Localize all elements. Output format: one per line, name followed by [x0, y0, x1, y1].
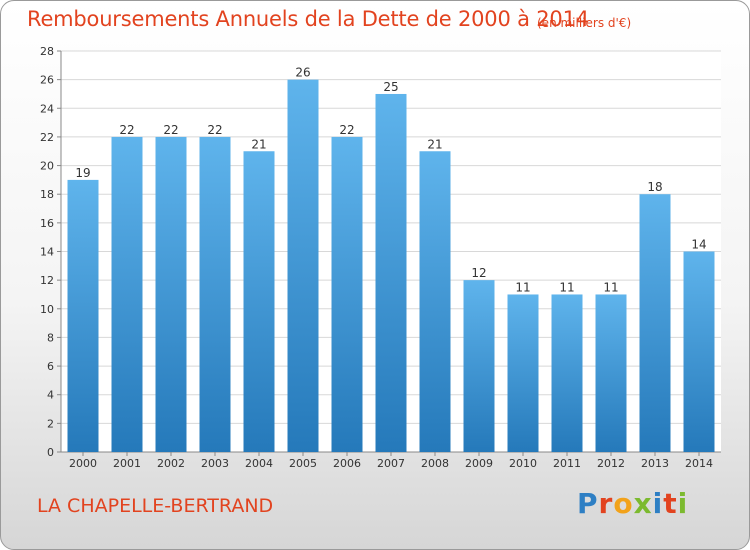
bar — [287, 79, 319, 453]
x-tick-label: 2007 — [377, 457, 405, 470]
bar — [463, 280, 495, 452]
logo-letter: o — [613, 487, 634, 520]
bar — [111, 136, 143, 452]
bar-value-label: 26 — [295, 66, 310, 80]
y-tick-label: 16 — [40, 217, 54, 230]
bar-value-label: 11 — [559, 280, 574, 294]
x-tick-label: 2014 — [685, 457, 713, 470]
commune-name: LA CHAPELLE-BERTRAND — [37, 495, 274, 517]
x-tick-label: 2002 — [157, 457, 185, 470]
bar-value-label: 12 — [471, 266, 486, 280]
bar-value-label: 25 — [383, 80, 398, 94]
bar — [683, 251, 715, 452]
logo-letter: i — [677, 487, 689, 520]
x-tick-label: 2008 — [421, 457, 449, 470]
bar — [375, 93, 407, 452]
bar — [639, 194, 671, 452]
bar — [595, 294, 627, 452]
bar-value-label: 19 — [75, 166, 90, 180]
y-tick-label: 14 — [40, 246, 54, 259]
logo-letter: x — [633, 487, 653, 520]
bar-value-label: 22 — [207, 123, 222, 137]
bar — [419, 151, 451, 452]
y-tick-label: 2 — [47, 417, 54, 430]
y-tick-label: 6 — [47, 360, 54, 373]
x-tick-label: 2010 — [509, 457, 537, 470]
bar — [199, 136, 231, 452]
y-tick-label: 4 — [47, 389, 54, 402]
y-tick-label: 12 — [40, 274, 54, 287]
x-tick-label: 2004 — [245, 457, 273, 470]
x-tick-label: 2003 — [201, 457, 229, 470]
chart-unit: (en milliers d'€) — [537, 16, 632, 30]
x-tick-label: 2011 — [553, 457, 581, 470]
bar-value-label: 21 — [251, 137, 266, 151]
proxiti-logo: Proxiti — [577, 487, 688, 520]
bar — [551, 294, 583, 452]
logo-letter: r — [598, 487, 614, 520]
x-tick-label: 2012 — [597, 457, 625, 470]
y-tick-label: 28 — [40, 45, 54, 58]
x-tick-label: 2001 — [113, 457, 141, 470]
chart-title: Remboursements Annuels de la Dette de 20… — [27, 7, 589, 31]
y-tick-label: 18 — [40, 188, 54, 201]
bar-value-label: 18 — [647, 180, 662, 194]
bar-value-label: 22 — [119, 123, 134, 137]
logo-letter: t — [663, 487, 678, 520]
y-tick-label: 10 — [40, 303, 54, 316]
x-tick-label: 2009 — [465, 457, 493, 470]
bar-value-label: 14 — [691, 238, 706, 252]
logo-letter: i — [652, 487, 664, 520]
y-tick-label: 24 — [40, 102, 54, 115]
y-tick-label: 20 — [40, 160, 54, 173]
x-tick-label: 2013 — [641, 457, 669, 470]
bar — [67, 179, 99, 452]
x-tick-label: 2000 — [69, 457, 97, 470]
bar-value-label: 22 — [163, 123, 178, 137]
y-tick-label: 0 — [47, 446, 54, 459]
y-tick-label: 8 — [47, 331, 54, 344]
logo-letter: P — [577, 487, 599, 520]
x-tick-label: 2006 — [333, 457, 361, 470]
bar-value-label: 11 — [515, 280, 530, 294]
bar-value-label: 22 — [339, 123, 354, 137]
y-tick-label: 26 — [40, 74, 54, 87]
x-tick-label: 2005 — [289, 457, 317, 470]
bar-value-label: 11 — [603, 280, 618, 294]
bar — [331, 136, 363, 452]
bar — [507, 294, 539, 452]
bar — [155, 136, 187, 452]
bar — [243, 151, 275, 452]
y-tick-label: 22 — [40, 131, 54, 144]
bar-value-label: 21 — [427, 137, 442, 151]
